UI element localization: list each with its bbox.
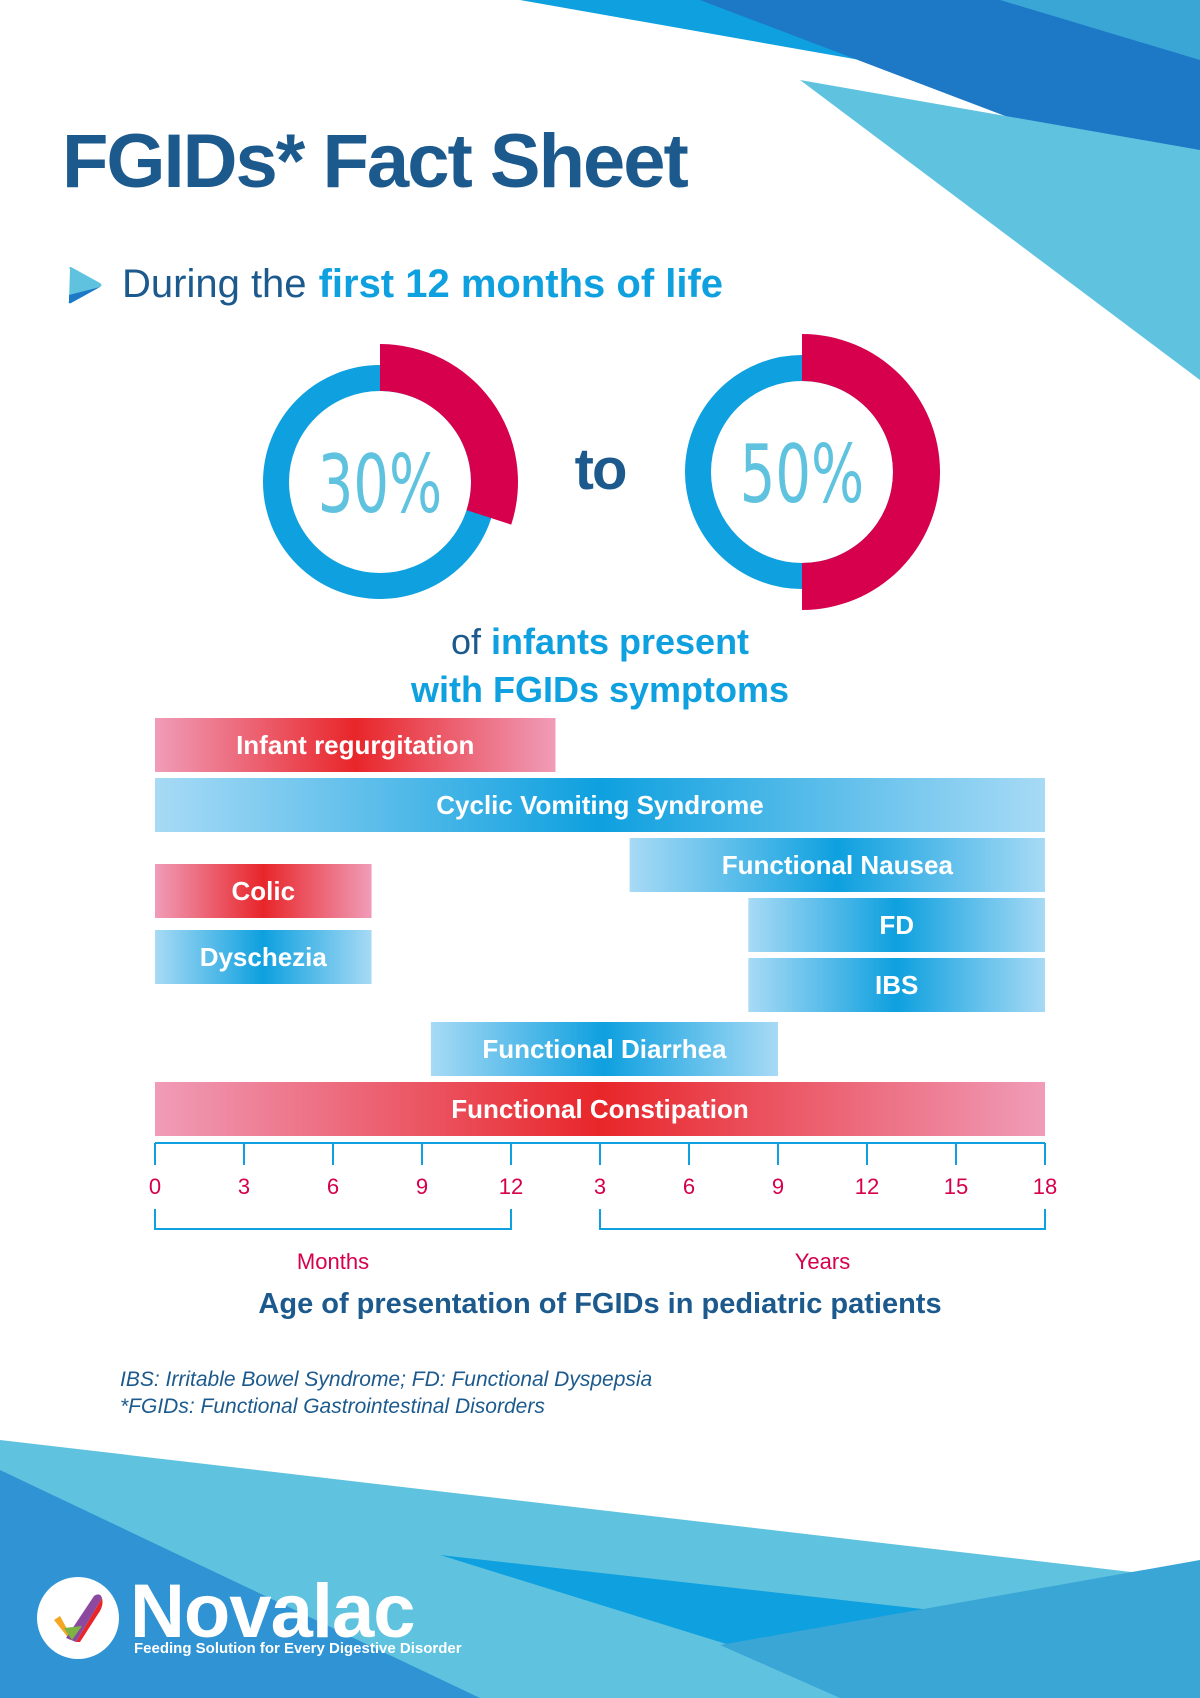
percentage-donuts: 30% 50% <box>263 334 940 610</box>
bar-label: Colic <box>231 876 295 906</box>
bar-rect <box>155 718 556 772</box>
bar-functional-constipation: Functional Constipation <box>155 1082 1045 1136</box>
donut-low-label: 30% <box>318 439 442 532</box>
play-arrow-icon <box>68 266 102 303</box>
bar-functional-nausea: Functional Nausea <box>629 838 1045 892</box>
tick-label: 12 <box>499 1174 523 1199</box>
tick-label: 9 <box>416 1174 428 1199</box>
donut-high: 50% <box>685 334 940 610</box>
bar-rect <box>155 864 372 918</box>
bar-rect <box>155 930 372 984</box>
tick-label: 12 <box>855 1174 879 1199</box>
footnotes: IBS: Irritable Bowel Syndrome; FD: Funct… <box>120 1366 652 1420</box>
tick-label: 18 <box>1033 1174 1057 1199</box>
bar-label: Functional Diarrhea <box>482 1034 727 1064</box>
footnote-fgids: *FGIDs: Functional Gastrointestinal Diso… <box>120 1395 545 1418</box>
bar-rect <box>629 838 1045 892</box>
tick-label: 6 <box>327 1174 339 1199</box>
bar-rect <box>155 778 1045 832</box>
donut-high-label: 50% <box>740 429 864 522</box>
bar-infant-regurgitation: Infant regurgitation <box>155 718 556 772</box>
bar-label: Functional Constipation <box>451 1094 749 1124</box>
donut-low: 30% <box>263 344 518 599</box>
tick-label: 0 <box>149 1174 161 1199</box>
caption-line2: with FGIDs symptoms <box>410 669 790 710</box>
intro-lead: During the <box>122 262 307 306</box>
bar-rect <box>748 898 1045 952</box>
brand-tagline: Feeding Solution for Every Digestive Dis… <box>134 1640 462 1657</box>
caption-highlight: infants present <box>491 621 750 662</box>
bar-label: Dyschezia <box>200 942 328 972</box>
page-title: FGIDs* Fact Sheet <box>62 119 689 204</box>
bar-label: Functional Nausea <box>722 850 954 880</box>
donut-low-highlight-arc <box>380 344 518 525</box>
bar-functional-diarrhea: Functional Diarrhea <box>430 1022 778 1076</box>
bar-label: Cyclic Vomiting Syndrome <box>436 790 763 820</box>
intro-highlight: first 12 months of life <box>318 262 724 306</box>
axis-group-bracket <box>154 1209 512 1230</box>
intro-line: During the first 12 months of life <box>66 262 723 307</box>
novalac-logo-icon <box>37 1577 119 1659</box>
connector-text: to <box>574 437 628 502</box>
bar-label: Infant regurgitation <box>236 730 474 760</box>
tick-label: 15 <box>944 1174 968 1199</box>
footnote-abbreviations: IBS: Irritable Bowel Syndrome; FD: Funct… <box>120 1368 653 1391</box>
age-range-chart: Infant regurgitation Cyclic Vomiting Synd… <box>149 718 1057 1274</box>
bar-colic: Colic <box>155 864 372 918</box>
tick-label: 3 <box>238 1174 250 1199</box>
axis-group-label: Months <box>297 1249 369 1274</box>
bar-label: IBS <box>875 970 918 1000</box>
tick-label: 3 <box>594 1174 606 1199</box>
tick-label: 9 <box>772 1174 784 1199</box>
chart-axis: 0 3 6 9 12 3 6 9 12 15 18 Months Years <box>149 1142 1057 1274</box>
bar-rect <box>748 958 1045 1012</box>
bar-dyschezia: Dyschezia <box>155 930 372 984</box>
bar-ibs: IBS <box>748 958 1045 1012</box>
chart-bars: Infant regurgitation Cyclic Vomiting Synd… <box>155 718 1045 1136</box>
caption-prefix: of <box>450 621 481 662</box>
bar-rect <box>430 1022 778 1076</box>
axis-group-label: Years <box>795 1249 850 1274</box>
donut-high-highlight-arc <box>802 334 940 610</box>
bar-rect <box>155 1082 1045 1136</box>
bar-cyclic-vomiting-syndrome: Cyclic Vomiting Syndrome <box>155 778 1045 832</box>
chart-title: Age of presentation of FGIDs in pediatri… <box>258 1288 942 1320</box>
axis-group-bracket <box>599 1209 1046 1230</box>
tick-label: 6 <box>683 1174 695 1199</box>
brand-name: Novalac <box>130 1569 415 1654</box>
bar-fd: FD <box>748 898 1045 952</box>
stat-caption: of infants present with FGIDs symptoms <box>300 618 900 714</box>
bar-label: FD <box>879 910 914 940</box>
